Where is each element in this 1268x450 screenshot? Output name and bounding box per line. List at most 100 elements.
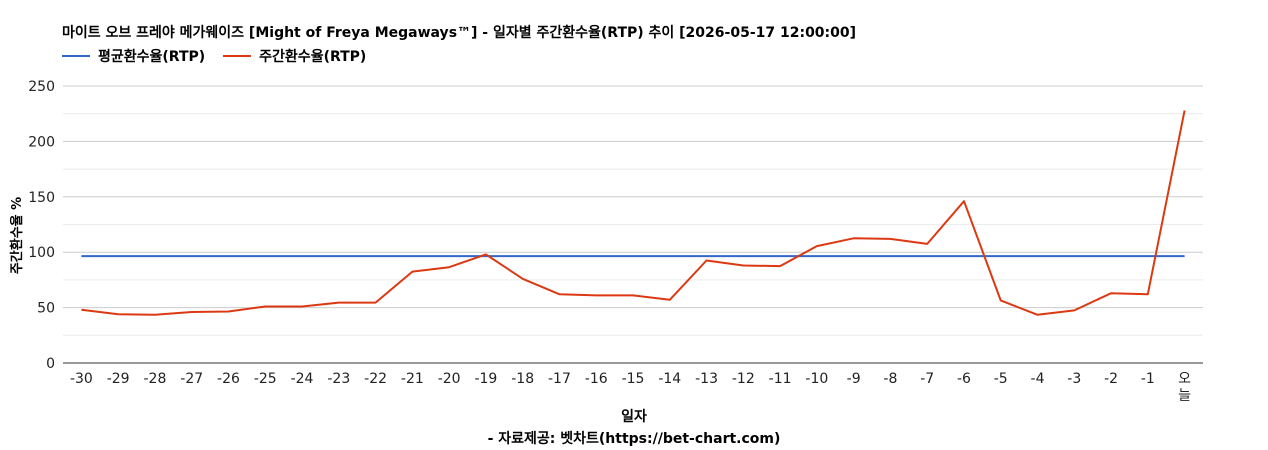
data-point-weekly: [80, 309, 82, 311]
x-tick-label: -24: [291, 371, 314, 387]
data-point-average: [1000, 255, 1002, 257]
legend-swatch-average: [62, 55, 90, 57]
x-tick-label: -23: [327, 371, 350, 387]
x-tick-label: -21: [401, 371, 424, 387]
data-point-weekly: [191, 311, 193, 313]
data-point-weekly: [411, 270, 413, 272]
data-point-weekly: [595, 294, 597, 296]
x-tick-label: -1: [1141, 371, 1155, 387]
data-point-weekly: [227, 310, 229, 312]
x-tick-label: -22: [364, 371, 387, 387]
x-tick-label: -16: [585, 371, 608, 387]
y-tick-label: 100: [28, 245, 55, 261]
data-point-average: [117, 255, 119, 257]
data-point-weekly: [1000, 299, 1002, 301]
series-line-weekly: [81, 110, 1186, 316]
x-tick-label: -10: [805, 371, 828, 387]
data-point-average: [374, 255, 376, 257]
data-point-average: [669, 255, 671, 257]
x-tick-label: -29: [107, 371, 130, 387]
data-point-average: [742, 255, 744, 257]
legend-item-average[interactable]: 평균환수율(RTP): [62, 46, 205, 66]
data-point-weekly: [374, 301, 376, 303]
data-point-average: [705, 255, 707, 257]
data-point-weekly: [1073, 309, 1075, 311]
data-point-average: [1073, 255, 1075, 257]
x-tick-label: -27: [180, 371, 203, 387]
data-point-weekly: [264, 305, 266, 307]
data-point-weekly: [705, 259, 707, 261]
data-point-average: [1147, 255, 1149, 257]
x-tick-label: -4: [1031, 371, 1045, 387]
data-point-average: [816, 255, 818, 257]
x-tick-label: -30: [70, 371, 93, 387]
data-point-weekly: [852, 237, 854, 239]
x-tick-label: -7: [920, 371, 934, 387]
data-point-weekly: [889, 238, 891, 240]
data-point-weekly: [779, 265, 781, 267]
x-tick-label: -19: [474, 371, 497, 387]
y-tick-label: 250: [28, 79, 55, 95]
x-tick-label: -18: [511, 371, 534, 387]
data-point-average: [1110, 255, 1112, 257]
data-point-average: [80, 255, 82, 257]
x-tick-label: -25: [254, 371, 277, 387]
data-point-weekly: [1110, 292, 1112, 294]
data-point-average: [852, 255, 854, 257]
data-point-average: [191, 255, 193, 257]
data-point-average: [448, 255, 450, 257]
data-point-weekly: [926, 243, 928, 245]
data-point-weekly: [301, 305, 303, 307]
data-point-weekly: [742, 264, 744, 266]
data-point-weekly: [485, 253, 487, 255]
data-point-average: [521, 255, 523, 257]
data-point-average: [889, 255, 891, 257]
legend-swatch-weekly: [223, 55, 252, 57]
data-point-average: [926, 255, 928, 257]
x-tick-label: -26: [217, 371, 240, 387]
data-point-average: [558, 255, 560, 257]
legend-label-weekly: 주간환수율(RTP): [259, 49, 367, 65]
data-point-weekly: [1036, 314, 1038, 316]
data-point-weekly: [632, 294, 634, 296]
data-point-average: [301, 255, 303, 257]
x-tick-label: -2: [1104, 371, 1118, 387]
data-point-average: [779, 255, 781, 257]
data-point-average: [1183, 255, 1185, 257]
x-tick-label: -6: [957, 371, 971, 387]
x-tick-label: -14: [658, 371, 681, 387]
data-point-weekly: [669, 299, 671, 301]
data-point-average: [1036, 255, 1038, 257]
x-tick-label: -17: [548, 371, 571, 387]
data-point-weekly: [448, 266, 450, 268]
legend-label-average: 평균환수율(RTP): [98, 49, 206, 65]
data-point-average: [264, 255, 266, 257]
y-tick-label: 150: [28, 190, 55, 206]
data-point-weekly: [338, 301, 340, 303]
data-point-average: [411, 255, 413, 257]
data-point-weekly: [558, 293, 560, 295]
x-tick-label: -11: [769, 371, 792, 387]
x-axis-label: 일자: [621, 409, 647, 425]
data-point-weekly: [154, 314, 156, 316]
chart-title: 마이트 오브 프레야 메가웨이즈 [Might of Freya Megaway…: [62, 25, 857, 41]
x-tick-label: -12: [732, 371, 755, 387]
data-point-weekly: [1147, 293, 1149, 295]
data-point-average: [154, 255, 156, 257]
y-tick-label: 50: [37, 301, 55, 317]
y-tick-label: 0: [46, 356, 55, 372]
legend: 평균환수율(RTP) 주간환수율(RTP): [62, 46, 384, 66]
y-tick-label: 200: [28, 134, 55, 150]
data-point-weekly: [816, 245, 818, 247]
x-tick-label: -5: [994, 371, 1008, 387]
data-point-weekly: [521, 278, 523, 280]
x-tick-label: -9: [847, 371, 861, 387]
source-credit: - 자료제공: 벳차트(https://bet-chart.com): [487, 431, 781, 447]
data-point-average: [595, 255, 597, 257]
x-tick-label: -20: [438, 371, 461, 387]
data-point-average: [963, 255, 965, 257]
legend-item-weekly[interactable]: 주간환수율(RTP): [223, 46, 366, 66]
x-tick-label: -8: [883, 371, 897, 387]
